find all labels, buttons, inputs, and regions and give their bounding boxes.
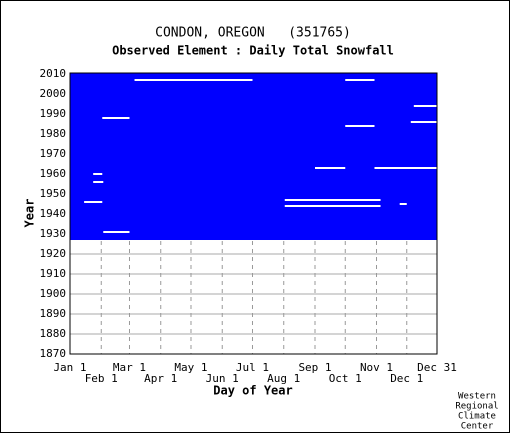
- y-tick-label: 1960: [40, 167, 67, 180]
- x-tick-label: Feb 1: [85, 372, 118, 385]
- plot-frame: [69, 72, 438, 355]
- chart-title: CONDON, OREGON (351765): [155, 26, 351, 41]
- coverage-block: [70, 73, 437, 240]
- y-tick-label: 1950: [40, 187, 67, 200]
- x-tick-label: Dec 31: [417, 361, 457, 374]
- missing-segment: [410, 121, 437, 123]
- missing-segment: [93, 181, 104, 183]
- x-tick-label: Jun 1: [206, 372, 239, 385]
- y-tick-label: 1930: [40, 227, 67, 240]
- x-tick-label: May 1: [174, 361, 207, 374]
- x-tick-label: Jan 1: [53, 361, 86, 374]
- x-tick-label: Jul 1: [236, 361, 269, 374]
- missing-segment: [345, 125, 375, 127]
- x-axis-title: Day of Year: [213, 384, 292, 398]
- missing-segment: [84, 201, 103, 203]
- footer: Regional: [455, 402, 498, 412]
- x-tick-label: Nov 1: [360, 361, 393, 374]
- x-tick-label: Sep 1: [298, 361, 331, 374]
- missing-segment: [93, 173, 103, 175]
- y-tick-label: 1980: [40, 127, 67, 140]
- x-tick-label: Aug 1: [267, 372, 300, 385]
- y-tick-label: 1870: [40, 347, 67, 360]
- missing-segment: [399, 203, 407, 205]
- x-tick-label: Apr 1: [144, 372, 177, 385]
- x-tick-label: Mar 1: [113, 361, 146, 374]
- y-tick-label: 1970: [40, 147, 67, 160]
- missing-segment: [284, 199, 381, 201]
- y-axis-title: Year: [23, 199, 37, 228]
- y-tick-label: 1940: [40, 207, 67, 220]
- missing-segment: [413, 105, 437, 107]
- chart-subtitle: Observed Element : Daily Total Snowfall: [112, 44, 394, 58]
- y-tick-label: 1990: [40, 107, 67, 120]
- y-tick-label: 2000: [40, 87, 67, 100]
- y-tick-label: 1910: [40, 267, 67, 280]
- missing-segment: [374, 167, 437, 169]
- y-tick-label: 1900: [40, 287, 67, 300]
- y-tick-label: 1890: [40, 307, 67, 320]
- x-tick-label: Oct 1: [329, 372, 362, 385]
- y-tick-label: 1920: [40, 247, 67, 260]
- missing-segment: [345, 79, 375, 81]
- y-tick-label: 2010: [40, 67, 67, 80]
- missing-segment: [284, 205, 381, 207]
- footer: Center: [461, 422, 494, 432]
- y-tick-label: 1880: [40, 327, 67, 340]
- missing-segment: [103, 231, 130, 233]
- footer: Western: [458, 392, 496, 402]
- missing-segment: [134, 79, 253, 81]
- x-tick-label: Dec 1: [390, 372, 423, 385]
- missing-segment: [102, 117, 130, 119]
- missing-segment: [315, 167, 346, 169]
- footer: Climate: [458, 412, 496, 422]
